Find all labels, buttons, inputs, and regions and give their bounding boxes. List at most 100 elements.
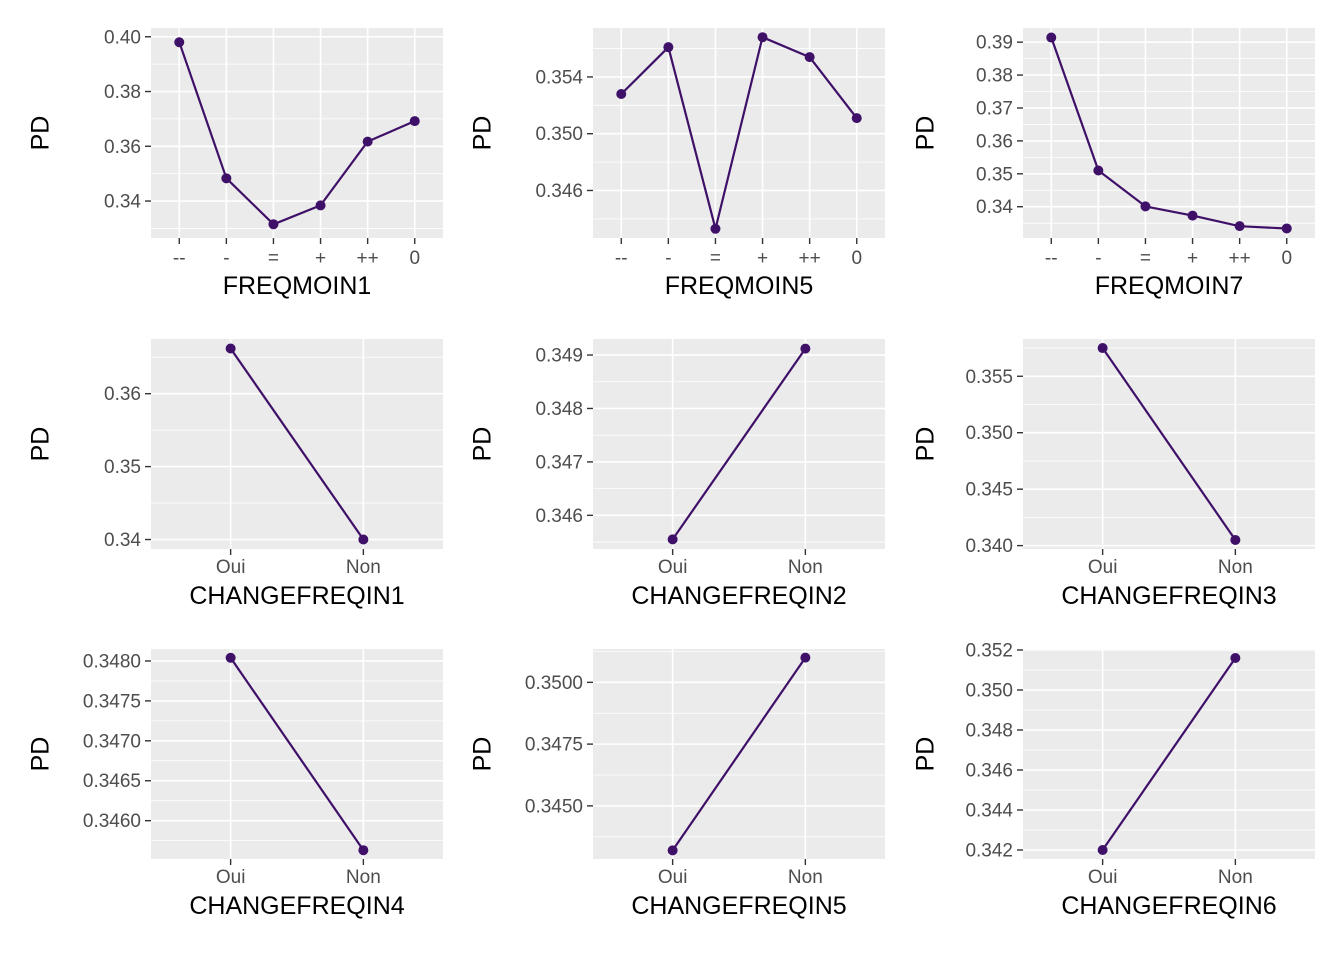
data-point — [1281, 223, 1292, 234]
x-tick-label: Oui — [1088, 867, 1118, 888]
y-axis-title: PD — [912, 427, 940, 462]
y-tick-label: 0.346 — [965, 761, 1013, 782]
y-tick-label: 0.38 — [976, 66, 1013, 87]
series-line — [1101, 347, 1237, 541]
chart-panel-5: 0.346 0.347 0.348 0.349 Oui Non CHANGEFREQIN2 P… — [469, 339, 885, 610]
data-point — [221, 173, 232, 184]
y-tick-label: 0.350 — [535, 124, 583, 145]
y-axis-title: PD — [27, 116, 55, 151]
y-tick-label: 0.352 — [965, 641, 1013, 662]
x-tick-label: Oui — [658, 557, 688, 578]
y-tick-label: 0.40 — [104, 27, 141, 48]
data-point — [1230, 653, 1241, 663]
y-tick-label: 0.346 — [535, 506, 583, 527]
chart-panel-9: 0.342 0.344 0.346 0.348 0.350 0.352 Oui Non CHAN… — [912, 641, 1315, 920]
x-tick-label: Non — [346, 867, 381, 888]
data-point — [800, 652, 811, 663]
data-point — [1093, 165, 1104, 176]
x-axis-title: CHANGEFREQIN1 — [189, 582, 404, 610]
y-tick-label: 0.348 — [965, 721, 1013, 742]
x-axis-title: CHANGEFREQIN5 — [631, 892, 846, 920]
x-tick-label: Non — [788, 557, 823, 578]
y-tick-label: 0.347 — [535, 452, 583, 473]
data-point — [225, 343, 236, 354]
data-point — [800, 343, 811, 354]
y-axis-title: PD — [469, 116, 497, 151]
y-tick-label: 0.3475 — [83, 691, 141, 712]
series-line — [671, 347, 807, 541]
x-tick-label: -- — [615, 248, 628, 269]
x-tick-label: + — [757, 248, 768, 269]
x-axis-title: CHANGEFREQIN2 — [631, 582, 846, 610]
y-tick-label: 0.34 — [104, 530, 141, 551]
x-axis-title: FREQMOIN5 — [665, 272, 814, 300]
x-tick-label: = — [268, 248, 279, 269]
data-point — [1187, 210, 1198, 221]
chart-panel-3: 0.340.350.360.370.380.39-- - = + ++ 0FREQMOIN… — [912, 28, 1315, 300]
x-tick-label: Non — [1218, 557, 1253, 578]
y-tick-label: 0.3470 — [83, 731, 141, 752]
chart-panel-6: 0.340 0.345 0.350 0.355 Oui Non CHANGEFREQIN3 P… — [912, 339, 1315, 610]
x-tick-label: Oui — [1088, 557, 1118, 578]
data-point — [667, 534, 678, 545]
y-tick-label: 0.36 — [976, 131, 1013, 152]
y-axis-title: PD — [27, 427, 55, 462]
y-axis-title: PD — [469, 737, 497, 772]
panel-background — [151, 28, 443, 238]
data-point — [710, 223, 721, 234]
y-tick-label: 0.34 — [104, 192, 141, 213]
data-point — [1046, 32, 1057, 43]
series-line — [1101, 657, 1237, 851]
chart-panel-8: 0.3450 0.3475 0.3500 Oui Non CHANGEFREQIN5 PD — [469, 649, 885, 920]
x-tick-label: ++ — [1229, 248, 1251, 269]
y-axis-title: PD — [912, 737, 940, 772]
x-tick-label: Non — [346, 557, 381, 578]
series-line — [229, 347, 365, 541]
y-tick-label: 0.35 — [976, 164, 1013, 185]
chart-panel-4: 0.34 0.35 0.36 Oui Non CHANGEFREQIN1 PD — [27, 339, 443, 610]
data-point — [667, 845, 678, 856]
data-point — [804, 52, 815, 63]
data-point — [1140, 201, 1151, 212]
x-tick-label: = — [710, 248, 721, 269]
y-tick-label: 0.349 — [535, 346, 583, 367]
y-tick-label: 0.346 — [535, 181, 583, 202]
y-tick-label: 0.350 — [965, 423, 1013, 444]
x-tick-label: Non — [788, 867, 823, 888]
data-point — [225, 652, 236, 663]
x-axis-title: CHANGEFREQIN4 — [189, 892, 404, 920]
x-tick-label: 0 — [409, 248, 420, 269]
x-tick-label: + — [1187, 248, 1198, 269]
x-tick-label: Non — [1218, 867, 1253, 888]
y-tick-label: 0.342 — [965, 841, 1013, 862]
data-point — [1230, 534, 1241, 545]
y-tick-label: 0.348 — [535, 399, 583, 420]
y-tick-label: 0.36 — [104, 137, 141, 158]
x-tick-label: -- — [173, 248, 186, 269]
data-point — [362, 136, 373, 147]
y-tick-label: 0.344 — [965, 801, 1013, 822]
data-point — [358, 845, 369, 856]
x-tick-label: 0 — [1281, 248, 1292, 269]
y-tick-label: 0.35 — [104, 457, 141, 478]
x-axis-title: CHANGEFREQIN6 — [1061, 892, 1276, 920]
data-point — [174, 37, 185, 48]
x-tick-label: + — [315, 248, 326, 269]
data-point — [663, 42, 674, 53]
y-tick-label: 0.3460 — [83, 811, 141, 832]
chart-panel-7: 0.3460 0.3465 0.3470 0.3475 0.3480 Oui Non CHAN… — [27, 649, 443, 920]
x-tick-label: Oui — [216, 557, 246, 578]
data-point — [315, 200, 326, 211]
x-tick-label: Oui — [216, 867, 246, 888]
x-axis-title: FREQMOIN1 — [223, 272, 372, 300]
y-tick-label: 0.36 — [104, 384, 141, 405]
x-tick-label: - — [223, 248, 229, 269]
y-axis-title: PD — [469, 427, 497, 462]
y-tick-label: 0.3475 — [525, 735, 583, 756]
y-tick-label: 0.3500 — [525, 673, 583, 694]
y-tick-label: 0.34 — [976, 197, 1013, 218]
x-axis-title: FREQMOIN7 — [1095, 272, 1244, 300]
